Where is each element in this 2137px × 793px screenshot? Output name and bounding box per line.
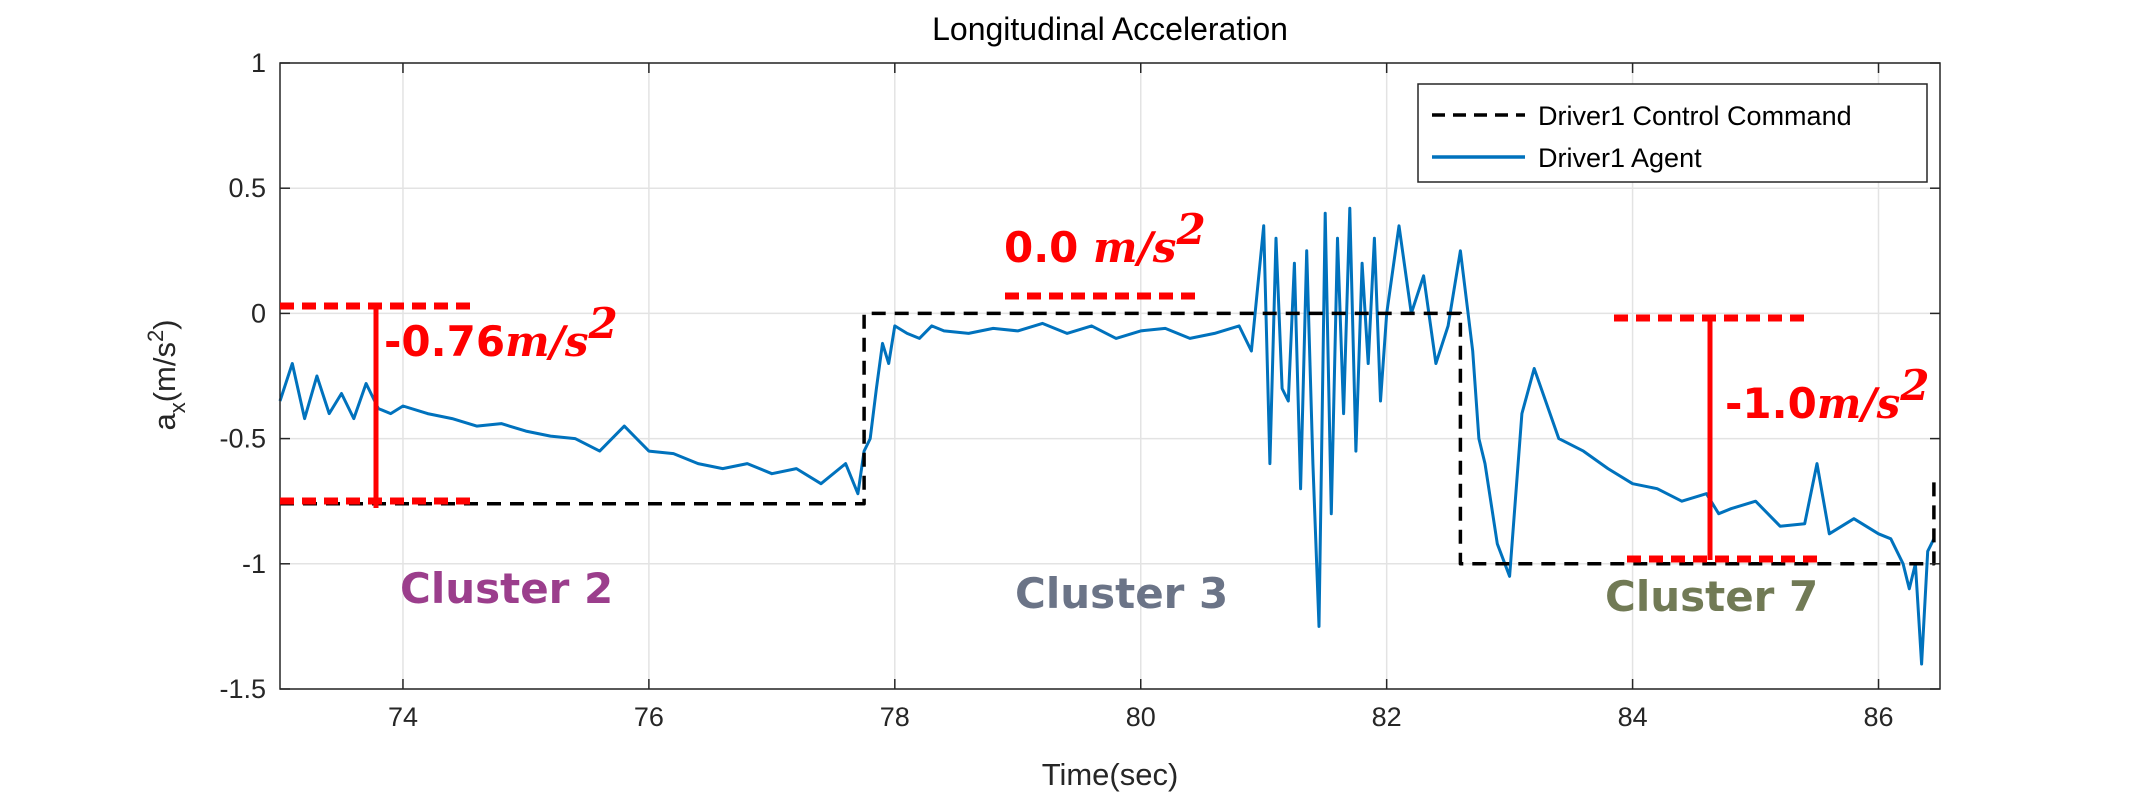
cluster3-label: Cluster 3 — [1015, 569, 1228, 618]
legend-box — [1417, 83, 1928, 183]
cluster2-value-annotation: -0.76m/s2 — [384, 299, 618, 366]
x-axis-label: Time(sec) — [1042, 757, 1179, 792]
y-tick-label: 1 — [251, 48, 266, 78]
annotations — [280, 292, 1822, 563]
cluster7-label: Cluster 7 — [1605, 572, 1818, 621]
y-tick-label: 0 — [251, 298, 266, 328]
x-tick-label: 84 — [1618, 702, 1648, 732]
y-tick-label: -1.5 — [219, 674, 266, 704]
x-tick-label: 78 — [880, 702, 910, 732]
y-tick-label: -1 — [242, 549, 266, 579]
axes-box — [279, 62, 1941, 690]
cluster7-value-annotation: -1.0m/s2 — [1725, 361, 1930, 428]
legend-label-command: Driver1 Control Command — [1538, 101, 1852, 131]
x-tick-label: 74 — [388, 702, 418, 732]
legend-label-agent: Driver1 Agent — [1538, 143, 1702, 173]
series-line-agent — [278, 206, 1936, 666]
y-tick-label: 0.5 — [228, 173, 266, 203]
chart-title: Longitudinal Acceleration — [932, 11, 1288, 47]
cluster2-label: Cluster 2 — [400, 564, 613, 613]
cluster3-value-annotation: 0.0 m/s2 — [1004, 205, 1206, 272]
y-axis-label: ax(m/s2) — [143, 319, 190, 430]
legend: Driver1 Control Command Driver1 Agent — [1417, 83, 1928, 183]
x-tick-label: 82 — [1372, 702, 1402, 732]
y-tick-label: -0.5 — [219, 424, 266, 454]
x-tick-label: 76 — [634, 702, 664, 732]
ticks: 74 76 78 80 82 84 86 -1.5 -1 -0.5 0 0.5 1 — [219, 48, 1940, 732]
x-tick-label: 86 — [1863, 702, 1893, 732]
x-tick-label: 80 — [1126, 702, 1156, 732]
